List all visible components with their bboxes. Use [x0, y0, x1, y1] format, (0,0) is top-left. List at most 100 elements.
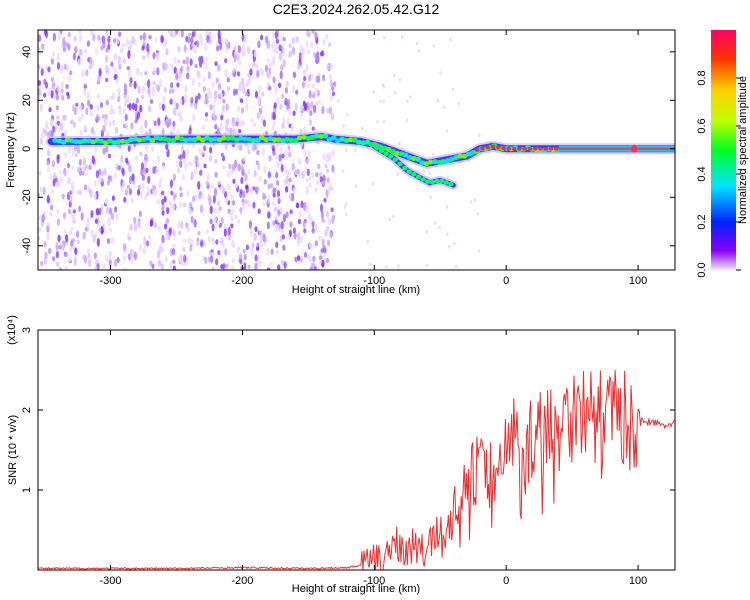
- noise-speck: [74, 153, 78, 158]
- noise-speck: [205, 180, 209, 187]
- noise-speck: [129, 223, 133, 232]
- noise-speck: [238, 81, 242, 91]
- noise-speck: [186, 190, 190, 197]
- snr-x-tick-label: 100: [629, 575, 647, 587]
- noise-speck: [185, 56, 189, 66]
- noise-speck: [273, 102, 277, 109]
- noise-speck: [236, 245, 241, 254]
- noise-speck: [225, 196, 229, 205]
- snr-x-tick-label: 0: [503, 575, 509, 587]
- noise-speck: [56, 61, 61, 70]
- noise-speck: [55, 93, 59, 101]
- noise-speck: [166, 206, 170, 214]
- noise-speck: [123, 196, 127, 203]
- spectrogram-hot-blob: [506, 146, 512, 151]
- noise-speck: [245, 244, 249, 251]
- noise-speck: [225, 127, 229, 132]
- noise-speck: [74, 45, 78, 54]
- noise-speck: [157, 117, 161, 126]
- noise-speck: [292, 110, 296, 117]
- noise-speck: [93, 265, 97, 270]
- noise-speck: [281, 153, 285, 159]
- noise-speck: [220, 184, 224, 191]
- noise-speck: [175, 102, 179, 110]
- noise-speck: [152, 52, 156, 60]
- noise-speck: [177, 256, 182, 262]
- noise-speck: [73, 258, 77, 267]
- noise-speck: [439, 71, 442, 76]
- spectrogram-x-tick-label: 100: [629, 275, 647, 287]
- noise-speck: [171, 89, 175, 94]
- noise-speck: [328, 232, 333, 239]
- noise-speck: [383, 35, 386, 40]
- noise-speck: [281, 93, 285, 99]
- spectrogram-x-tick-label: -200: [231, 275, 253, 287]
- noise-speck: [203, 163, 207, 169]
- noise-speck: [250, 247, 254, 257]
- noise-speck: [193, 219, 197, 228]
- spectrogram-hot-blob: [480, 146, 485, 151]
- noise-speck: [438, 225, 441, 230]
- noise-speck: [93, 252, 97, 260]
- noise-speck: [83, 232, 87, 237]
- noise-speck: [313, 52, 317, 58]
- noise-speck: [300, 200, 304, 209]
- noise-speck: [76, 189, 80, 195]
- spectrogram-hot-blob: [516, 146, 522, 151]
- noise-speck: [261, 147, 266, 156]
- noise-speck: [52, 32, 56, 42]
- noise-speck: [449, 37, 452, 42]
- noise-speck: [266, 221, 271, 230]
- noise-speck: [106, 179, 111, 186]
- noise-speck: [342, 124, 345, 128]
- noise-speck: [46, 222, 51, 228]
- noise-speck: [245, 103, 249, 112]
- noise-speck: [38, 170, 42, 176]
- noise-speck: [49, 212, 53, 217]
- noise-speck: [151, 86, 155, 96]
- noise-speck: [291, 37, 295, 45]
- noise-speck: [247, 150, 251, 155]
- noise-speck: [260, 34, 264, 41]
- noise-speck: [39, 103, 44, 113]
- noise-speck: [180, 66, 184, 71]
- noise-speck: [128, 236, 132, 241]
- noise-speck: [53, 93, 57, 100]
- noise-speck: [56, 180, 60, 188]
- noise-speck: [457, 101, 460, 106]
- snr-series-line: [38, 370, 675, 570]
- noise-speck: [255, 62, 259, 69]
- noise-speck: [240, 165, 244, 173]
- noise-speck: [164, 223, 168, 230]
- noise-speck: [266, 58, 270, 63]
- noise-speck: [64, 152, 68, 159]
- noise-speck: [187, 36, 191, 44]
- noise-speck: [321, 106, 325, 115]
- spectrogram-branch-blob: [429, 179, 435, 185]
- noise-speck: [246, 46, 250, 51]
- noise-speck: [303, 148, 307, 157]
- noise-speck: [256, 69, 260, 78]
- noise-speck: [272, 200, 276, 207]
- noise-speck: [114, 126, 119, 134]
- noise-speck: [44, 81, 49, 89]
- noise-speck: [94, 218, 98, 224]
- noise-speck: [371, 181, 375, 186]
- noise-speck: [78, 48, 83, 56]
- noise-speck: [311, 126, 315, 131]
- noise-speck: [191, 143, 195, 149]
- noise-speck: [179, 192, 183, 198]
- noise-speck: [284, 98, 288, 103]
- noise-speck: [98, 228, 102, 233]
- noise-speck: [100, 203, 104, 211]
- noise-speck: [221, 105, 226, 111]
- noise-speck: [337, 99, 340, 103]
- noise-speck: [135, 97, 139, 104]
- noise-speck: [113, 38, 117, 44]
- noise-speck: [47, 66, 51, 73]
- noise-speck: [247, 169, 251, 175]
- spectrogram-ridge-blob: [402, 152, 409, 158]
- noise-speck: [190, 36, 194, 45]
- noise-speck: [165, 217, 169, 225]
- noise-speck: [197, 92, 201, 100]
